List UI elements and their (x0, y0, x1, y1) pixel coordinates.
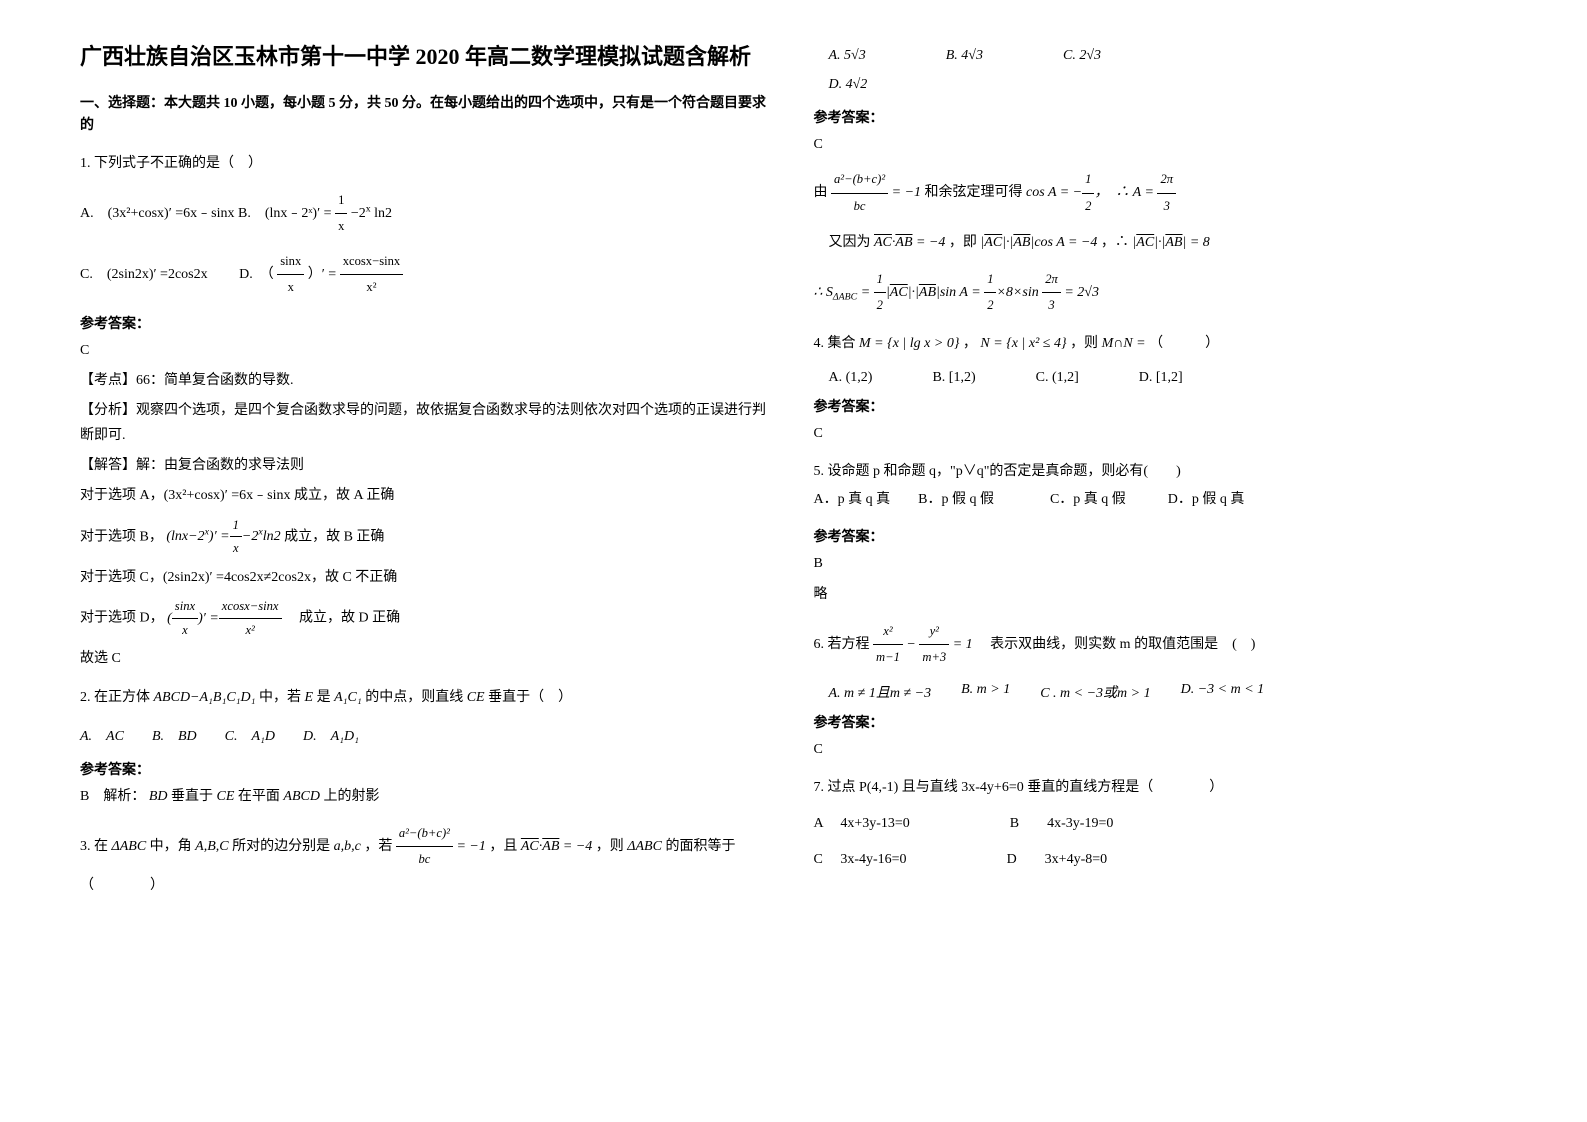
q3-step1: 由 a²−(b+c)²bc = −1 和余弦定理可得 cos A = −12， … (814, 167, 1508, 218)
q2-answer: B 解析： BD 垂直于 CE 在平面 ABCD 上的射影 (80, 784, 774, 809)
cube-label: ABCD−A₁B₁C₁D₁ (154, 690, 256, 705)
q1-solve-A: 对于选项 A，(3x²+cosx)′ =6x﹣sinx 成立，故 A 正确 (80, 483, 774, 508)
q4-optA: A. (1,2) (829, 370, 873, 386)
q1-analysis: 【分析】观察四个选项，是四个复合函数求导的问题，故依据复合函数求导的法则依次对四… (80, 398, 774, 448)
q5-options: A．p 真 q 真 B．p 假 q 假 C．p 真 q 假 D．p 假 q 真 (814, 486, 1508, 514)
q3-eq2: AC·AB = −4 (521, 839, 596, 854)
q7-optB: B 4x-3y-19=0 (1010, 810, 1114, 838)
q1-options-row2: C. (2sin2x)′ =2cos2x D. （ sinxx ）′ = xco… (80, 249, 774, 300)
q4-answer: C (814, 421, 1508, 446)
exam-title: 广西壮族自治区玉林市第十一中学 2020 年高二数学理模拟试题含解析 (80, 40, 774, 73)
question-5: 5. 设命题 p 和命题 q，"p∨q"的否定是真命题，则必有( ) A．p 真… (814, 458, 1508, 514)
question-3: 3. 在 ΔABC 中，角 A,B,C 所对的边分别是 a,b,c ，若 a²−… (80, 821, 774, 900)
q1-optB: B. (lnx﹣2ˣ)′ = 1x −2x ln2 (238, 206, 392, 221)
formula-lnx-2x: (lnx−2x)′ =1x−2xln2 (166, 529, 280, 544)
left-column: 广西壮族自治区玉林市第十一中学 2020 年高二数学理模拟试题含解析 一、选择题… (60, 40, 794, 1082)
q5-answer: B (814, 551, 1508, 576)
q1-solve-C: 对于选项 C，(2sin2x)′ =4cos2x≠2cos2x，故 C 不正确 (80, 565, 774, 590)
q7-row2: C 3x-4y-16=0 D 3x+4y-8=0 (814, 846, 1508, 874)
q2-answer-label: 参考答案： (80, 759, 774, 779)
q1-optD: D. （ sinxx ）′ = xcosx−sinxx² (239, 267, 403, 282)
frac-sinx-x: sinxx (277, 249, 304, 300)
question-1: 1. 下列式子不正确的是（ ） A. (3x²+cosx)′ =6x﹣sinx … (80, 150, 774, 301)
q3-optD: D. 4√2 (829, 72, 1508, 97)
q6-answer: C (814, 737, 1508, 762)
q4-answer-label: 参考答案： (814, 396, 1508, 416)
q4-optB: B. [1,2) (932, 370, 975, 386)
q6-options: A. m ≠ 1且m ≠ −3 B. m > 1 C . m < −3或m > … (829, 682, 1508, 702)
q6-optD: D. −3 < m < 1 (1181, 682, 1265, 702)
q6-optA: A. m ≠ 1且m ≠ −3 (829, 682, 932, 702)
q1-solve-B: 对于选项 B， (lnx−2x)′ =1x−2xln2 成立，故 B 正确 (80, 514, 774, 560)
q1-solve-D: 对于选项 D， (sinxx)′ =xcosx−sinxx² 成立，故 D 正确 (80, 595, 774, 641)
q3-optC: C. 2√3 (1063, 48, 1101, 64)
q1-solve-header: 【解答】解：由复合函数的求导法则 (80, 453, 774, 478)
q7-optC: C 3x-4y-16=0 (814, 846, 907, 874)
q6-optC: C . m < −3或m > 1 (1040, 682, 1150, 702)
q1-options-row1: A. (3x²+cosx)′ =6x﹣sinx B. (lnx﹣2ˣ)′ = 1… (80, 188, 774, 239)
frac-1-x: 1x (335, 188, 347, 239)
q4-optC: C. (1,2] (1036, 370, 1079, 386)
q6-eq: x²m−1 − y²m+3 = 1 (873, 637, 976, 652)
q6-optB: B. m > 1 (961, 682, 1010, 702)
q7-stem: 7. 过点 P(4,-1) 且与直线 3x-4y+6=0 垂直的直线方程是（ ） (814, 774, 1508, 802)
q6-answer-label: 参考答案： (814, 712, 1508, 732)
question-7: 7. 过点 P(4,-1) 且与直线 3x-4y+6=0 垂直的直线方程是（ ）… (814, 774, 1508, 874)
q1-answer: C (80, 338, 774, 363)
q1-conclusion: 故选 C (80, 646, 774, 671)
q3-step2: 又因为 AC·AB = −4 ，即 |AC|·|AB|cos A = −4 ，∴… (814, 229, 1508, 257)
q3-eq1: a²−(b+c)²bc = −1 (396, 839, 490, 854)
formula-sinx-x-deriv: (sinxx)′ =xcosx−sinxx² (167, 611, 281, 626)
q1-analysis-tag: 【考点】66：简单复合函数的导数. (80, 368, 774, 393)
q3-options-row1: A. 5√3 B. 4√3 C. 2√3 (814, 48, 1508, 64)
q1-answer-label: 参考答案： (80, 313, 774, 333)
q7-optA: A 4x+3y-13=0 (814, 810, 910, 838)
q4-options: A. (1,2) B. [1,2) C. (1,2] D. [1,2] (829, 370, 1508, 386)
q1-optA: A. (3x²+cosx)′ =6x﹣sinx (80, 206, 235, 221)
q3-step3: ∴ SΔABC = 12|AC|·|AB|sin A = 12×8×sin 2π… (814, 267, 1508, 318)
q3-answer: C (814, 132, 1508, 157)
q1-optC: C. (2sin2x)′ =2cos2x (80, 267, 208, 282)
q7-optD: D 3x+4y-8=0 (1007, 846, 1108, 874)
q5-note: 略 (814, 582, 1508, 607)
q3-answer-label: 参考答案： (814, 107, 1508, 127)
question-6: 6. 若方程 x²m−1 − y²m+3 = 1 表示双曲线，则实数 m 的取值… (814, 619, 1508, 670)
frac-xcos-sin: xcosx−sinxx² (340, 249, 403, 300)
right-column: A. 5√3 B. 4√3 C. 2√3 D. 4√2 参考答案： C 由 a²… (794, 40, 1528, 1082)
q3-optB: B. 4√3 (946, 48, 983, 64)
question-4: 4. 集合 M = {x | lg x > 0} ， N = {x | x² ≤… (814, 330, 1508, 358)
q5-answer-label: 参考答案： (814, 526, 1508, 546)
q5-stem: 5. 设命题 p 和命题 q，"p∨q"的否定是真命题，则必有( ) (814, 458, 1508, 486)
question-2: 2. 在正方体 ABCD−A₁B₁C₁D₁ 中，若 E 是 A₁C₁ 的中点，则… (80, 684, 774, 712)
q3-optA: A. 5√3 (829, 48, 866, 64)
q2-options: A. AC B. BD C. A₁D D. A₁D₁ (80, 724, 774, 749)
q4-optD: D. [1,2] (1139, 370, 1183, 386)
section-1-header: 一、选择题：本大题共 10 小题，每小题 5 分，共 50 分。在每小题给出的四… (80, 93, 774, 138)
q7-row1: A 4x+3y-13=0 B 4x-3y-19=0 (814, 810, 1508, 838)
q1-stem: 1. 下列式子不正确的是（ ） (80, 150, 774, 178)
